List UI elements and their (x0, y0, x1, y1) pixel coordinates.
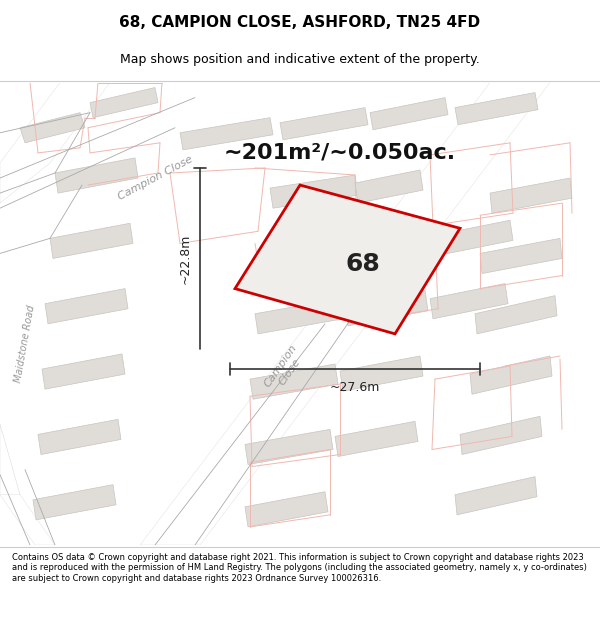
Text: Maidstone Road: Maidstone Road (13, 304, 37, 384)
Text: Contains OS data © Crown copyright and database right 2021. This information is : Contains OS data © Crown copyright and d… (12, 553, 587, 582)
Polygon shape (45, 289, 128, 324)
Polygon shape (470, 356, 552, 394)
Polygon shape (350, 228, 433, 264)
Polygon shape (50, 223, 133, 259)
Text: ~201m²/~0.050ac.: ~201m²/~0.050ac. (224, 143, 456, 163)
Polygon shape (245, 492, 328, 527)
Text: Campion Close: Campion Close (116, 154, 194, 202)
Polygon shape (455, 477, 537, 515)
Polygon shape (430, 284, 508, 319)
Polygon shape (180, 118, 273, 150)
Polygon shape (250, 364, 338, 399)
Polygon shape (270, 175, 358, 208)
Polygon shape (460, 416, 542, 454)
Polygon shape (260, 233, 348, 269)
Polygon shape (42, 354, 125, 389)
Polygon shape (480, 238, 562, 274)
Polygon shape (455, 92, 538, 125)
Polygon shape (90, 88, 158, 118)
Polygon shape (355, 170, 423, 203)
Polygon shape (335, 421, 418, 456)
Polygon shape (280, 107, 368, 140)
Polygon shape (475, 296, 557, 334)
Polygon shape (0, 82, 110, 203)
Polygon shape (0, 424, 20, 495)
Polygon shape (55, 158, 138, 193)
Text: ~27.6m: ~27.6m (330, 381, 380, 394)
Text: ~22.8m: ~22.8m (179, 233, 192, 284)
Text: 68: 68 (345, 252, 380, 276)
Text: 68, CAMPION CLOSE, ASHFORD, TN25 4FD: 68, CAMPION CLOSE, ASHFORD, TN25 4FD (119, 15, 481, 30)
Polygon shape (370, 98, 448, 130)
Polygon shape (38, 419, 121, 454)
Polygon shape (140, 82, 550, 545)
Polygon shape (20, 112, 85, 143)
Polygon shape (255, 299, 343, 334)
Text: Map shows position and indicative extent of the property.: Map shows position and indicative extent… (120, 53, 480, 66)
Text: Campion
Close: Campion Close (262, 342, 308, 396)
Polygon shape (245, 429, 333, 464)
Polygon shape (33, 484, 116, 520)
Polygon shape (235, 185, 460, 334)
Polygon shape (490, 178, 572, 213)
Polygon shape (435, 220, 513, 256)
Polygon shape (340, 356, 423, 391)
Polygon shape (0, 424, 55, 545)
Polygon shape (345, 291, 428, 326)
